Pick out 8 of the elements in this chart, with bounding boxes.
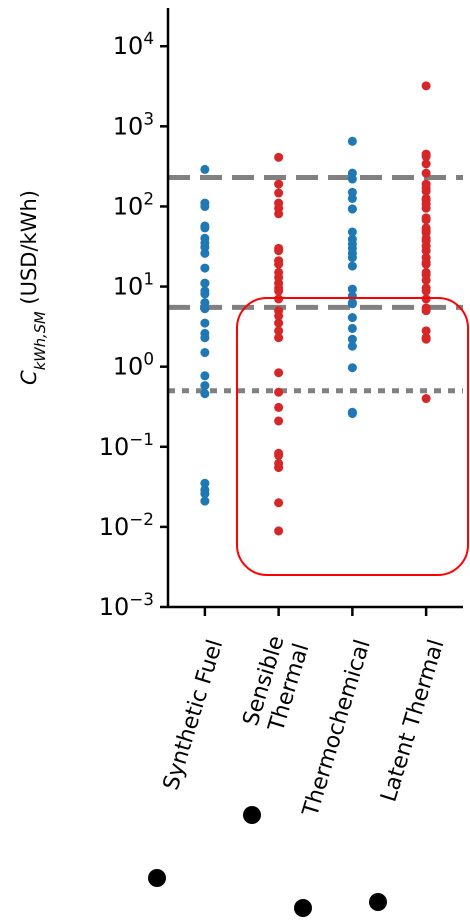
- y-tick-label: 10$^{−1}$: [98, 428, 154, 461]
- y-tick-label: 10$^{−2}$: [98, 508, 154, 541]
- y-tick-label: 10$^{3}$: [112, 108, 154, 140]
- y-tick-label: 10$^{2}$: [112, 188, 154, 220]
- y-tick-label: 10$^{1}$: [112, 268, 154, 301]
- y-tick-label: 10$^{4}$: [112, 28, 154, 60]
- y-tick-label: 10$^{0}$: [112, 348, 154, 381]
- y-tick-label: 10$^{−3}$: [98, 589, 154, 621]
